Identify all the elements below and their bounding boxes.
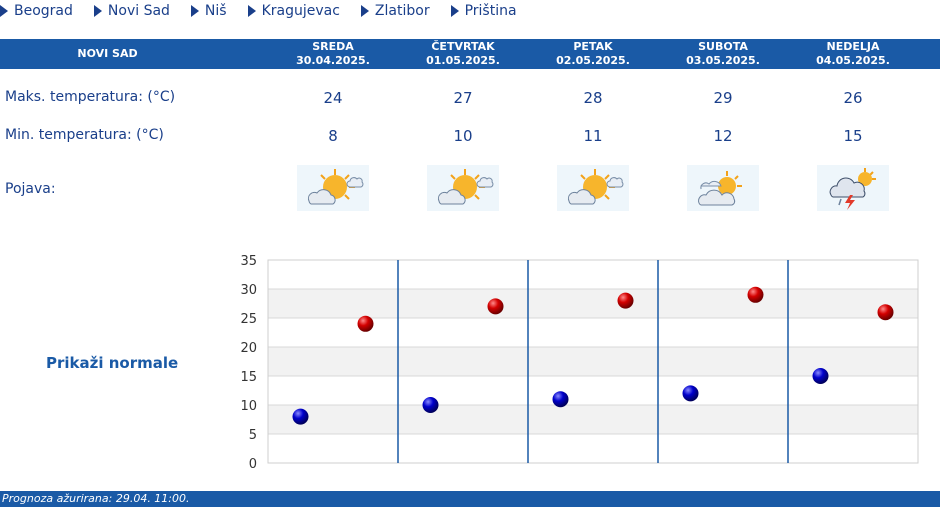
- forecast-header: NOVI SAD SREDA 30.04.2025. ČETVRTAK 01.0…: [0, 39, 940, 69]
- y-tick-label: 5: [249, 428, 257, 443]
- y-tick-label: 30: [240, 283, 257, 298]
- chart-frame: [267, 259, 919, 464]
- min-temp-label: Min. temperatura: (°C): [5, 127, 164, 143]
- min-temp-point: [552, 391, 569, 408]
- max-temp-point: [487, 298, 504, 315]
- day-date: 04.05.2025.: [816, 54, 890, 67]
- day-name: ČETVRTAK: [431, 40, 495, 53]
- max-temp-point: [877, 304, 894, 321]
- max-temp-value: 26: [843, 89, 863, 107]
- min-temp-value: 8: [328, 127, 338, 145]
- min-temp-value: 12: [713, 127, 733, 145]
- day-date: 30.04.2025.: [296, 54, 370, 67]
- arrow-right-icon: [93, 5, 102, 17]
- chart-band: [268, 376, 918, 405]
- max-temp-point: [747, 286, 764, 303]
- chart-band: [268, 318, 918, 347]
- max-temp-value: 27: [453, 89, 473, 107]
- chart-band: [268, 260, 918, 289]
- city-link-label: Novi Sad: [107, 3, 170, 19]
- arrow-right-icon: [360, 5, 369, 17]
- update-text: Prognoza ažurirana: 29.04. 11:00.: [2, 492, 190, 505]
- day-header: SREDA 30.04.2025.: [268, 39, 398, 69]
- city-link-beograd[interactable]: Beograd: [0, 3, 73, 19]
- arrow-right-icon: [247, 5, 256, 17]
- cloud-sun-icon: [687, 165, 759, 211]
- day-date: 02.05.2025.: [556, 54, 630, 67]
- min-temp-point: [292, 408, 309, 425]
- arrow-right-icon: [450, 5, 459, 17]
- y-tick-label: 25: [240, 312, 257, 327]
- city-link-pristina[interactable]: Priština: [450, 3, 517, 19]
- sun-cloud-icon: [427, 165, 499, 211]
- day-name: PETAK: [573, 40, 613, 53]
- footer-update-info: Prognoza ažurirana: 29.04. 11:00.: [0, 491, 940, 507]
- min-temp-point: [682, 385, 699, 402]
- day-name: SUBOTA: [698, 40, 748, 53]
- max-temp-point: [357, 315, 374, 332]
- city-link-label: Priština: [464, 3, 517, 19]
- day-date: 03.05.2025.: [686, 54, 760, 67]
- max-temp-label: Maks. temperatura: (°C): [5, 89, 176, 105]
- y-tick-label: 0: [249, 457, 257, 472]
- min-temp-value: 11: [583, 127, 603, 145]
- city-link-novi-sad[interactable]: Novi Sad: [93, 3, 170, 19]
- y-tick-label: 10: [240, 399, 257, 414]
- temperature-chart: 0 5 10 15 20 25 30 35: [240, 254, 919, 472]
- city-link-label: Zlatibor: [374, 3, 430, 19]
- city-title: NOVI SAD: [0, 39, 215, 69]
- min-temp-value: 15: [843, 127, 863, 145]
- arrow-right-icon: [190, 5, 199, 17]
- sun-cloud-icon: [297, 165, 369, 211]
- max-temp-value: 28: [583, 89, 603, 107]
- day-name: SREDA: [312, 40, 354, 53]
- chart-band: [268, 405, 918, 434]
- day-header: ČETVRTAK 01.05.2025.: [398, 39, 528, 69]
- min-temp-point: [422, 397, 439, 413]
- city-link-label: Kragujevac: [261, 3, 340, 19]
- y-tick-label: 15: [240, 370, 257, 385]
- city-link-zlatibor[interactable]: Zlatibor: [360, 3, 430, 19]
- city-link-label: Niš: [204, 3, 227, 19]
- sun-cloud-icon: [557, 165, 629, 211]
- y-tick-label: 35: [240, 254, 257, 269]
- day-header: PETAK 02.05.2025.: [528, 39, 658, 69]
- chart-band: [268, 347, 918, 376]
- city-nav: Beograd Novi Sad Niš Kragujevac Zlatibor…: [0, 0, 538, 22]
- max-temp-value: 29: [713, 89, 733, 107]
- show-normals-link[interactable]: Prikaži normale: [46, 354, 179, 372]
- city-link-label: Beograd: [14, 3, 73, 19]
- arrow-right-icon: [0, 5, 8, 17]
- chart-band: [268, 289, 918, 318]
- y-tick-label: 20: [240, 341, 257, 356]
- thunderstorm-icon: [817, 165, 889, 211]
- day-header: SUBOTA 03.05.2025.: [658, 39, 788, 69]
- city-title-text: NOVI SAD: [77, 47, 138, 60]
- chart-band: [268, 434, 918, 463]
- max-temp-point: [617, 292, 634, 309]
- min-temp-point: [812, 368, 829, 384]
- day-name: NEDELJA: [826, 40, 880, 53]
- day-date: 01.05.2025.: [426, 54, 500, 67]
- city-link-nis[interactable]: Niš: [190, 3, 227, 19]
- phenomenon-label: Pojava:: [5, 181, 56, 197]
- day-header: NEDELJA 04.05.2025.: [788, 39, 918, 69]
- max-temp-value: 24: [323, 89, 343, 107]
- min-temp-value: 10: [453, 127, 473, 145]
- city-link-kragujevac[interactable]: Kragujevac: [247, 3, 340, 19]
